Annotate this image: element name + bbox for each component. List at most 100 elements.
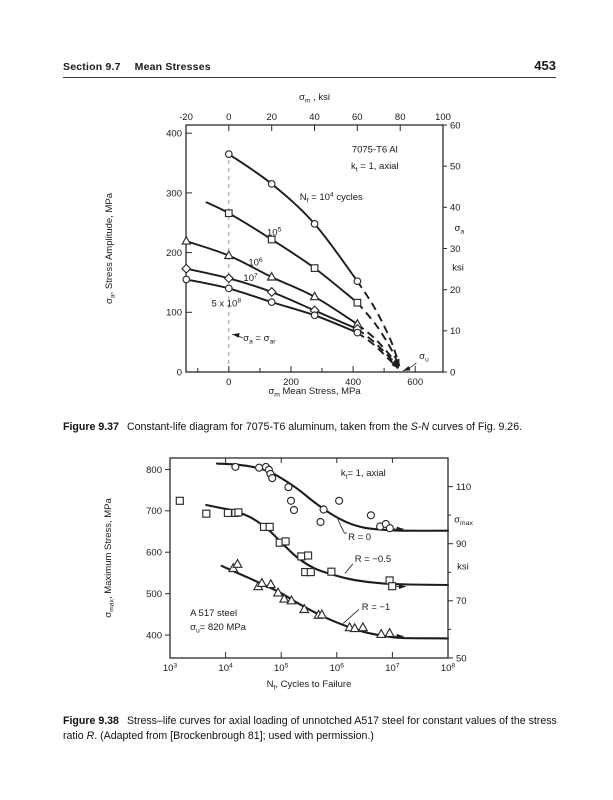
tick-label: 100 — [435, 112, 451, 123]
square-marker — [327, 567, 336, 576]
triangle-marker — [232, 558, 243, 568]
right-axis: 0 10 20 30 40 50 60 — [443, 120, 461, 378]
leader-line — [342, 609, 360, 624]
circle-marker — [182, 275, 191, 284]
scatter-R = -1 data — [227, 558, 395, 638]
tick-label: 50 — [450, 162, 461, 173]
annotation-label: A 517 steel — [190, 608, 237, 619]
tick-label: 700 — [146, 506, 162, 517]
plot-frame — [185, 124, 444, 373]
curve-Nf=1e4 cycles — [227, 153, 359, 283]
tick-label: 400 — [345, 377, 361, 388]
diamond-marker — [223, 273, 234, 284]
square-marker — [175, 496, 184, 505]
square-marker — [223, 508, 232, 517]
bottom-axis: 103 104 105 106 107 108 — [163, 652, 456, 674]
tick-label: 104 — [218, 662, 233, 674]
curve-R = -1 — [220, 564, 450, 640]
arrowhead — [232, 333, 240, 338]
annotation-label: σmax — [454, 514, 473, 527]
top-axis — [225, 458, 393, 463]
diamond-marker — [266, 286, 277, 298]
annotation-label: 5 x 108 — [211, 298, 241, 310]
left-axis: 400 500 600 700 800 — [146, 465, 170, 642]
curve-dashed-Nf=5e8 cycles — [356, 331, 399, 370]
tick-label: 60 — [352, 112, 363, 123]
tick-label: 0 — [450, 367, 455, 378]
square-marker — [224, 209, 233, 218]
annotation-label: 107 — [243, 273, 258, 285]
annotation-label: 7075-T6 Al — [352, 144, 398, 155]
bottom-axis: 0 200 400 600 — [197, 366, 423, 388]
triangle-marker — [299, 603, 310, 614]
circle-marker — [268, 474, 277, 483]
tick-label: 106 — [330, 662, 345, 674]
annotation-label: 106 — [248, 257, 263, 269]
circle-marker — [353, 328, 362, 337]
annotation-label: kt= 1, axial — [341, 468, 386, 481]
triangle-marker — [181, 235, 192, 245]
circle-marker — [255, 463, 264, 472]
arrowhead — [396, 526, 404, 532]
tick-label: -20 — [179, 112, 193, 123]
annotation-label: R = −1 — [362, 602, 391, 613]
circle-marker — [224, 150, 233, 158]
triangle-marker — [272, 586, 284, 597]
section-title: Mean Stresses — [134, 61, 211, 73]
figure-9-37-caption: Figure 9.37 Constant-life diagram for 707… — [63, 421, 523, 433]
plot-frame — [169, 457, 449, 659]
tick-label: 105 — [274, 662, 289, 674]
tick-label: 400 — [146, 631, 162, 642]
circle-marker — [310, 220, 319, 228]
diamond-marker — [181, 263, 192, 274]
tick-label: 200 — [283, 377, 299, 388]
triangle-marker — [278, 593, 290, 603]
circle-marker — [385, 524, 394, 533]
leader-line — [335, 515, 347, 534]
circle-marker — [316, 517, 325, 527]
annotation-label: R = 0 — [348, 532, 371, 543]
triangle-marker — [256, 577, 268, 587]
annotation-label: R = −0.5 — [355, 554, 391, 565]
tick-label: 200 — [166, 248, 182, 259]
y-axis-title: σmax, Maximum Stress, MPa — [103, 498, 116, 618]
tick-label: 40 — [450, 203, 461, 214]
scatter-R = 0 data — [231, 462, 394, 533]
square-marker — [297, 552, 306, 561]
circle-marker — [224, 284, 233, 293]
annotation-label: 105 — [267, 227, 282, 239]
circle-marker — [267, 180, 276, 188]
page-number: 453 — [534, 58, 556, 73]
square-marker — [267, 235, 276, 244]
triangle-marker — [349, 622, 360, 633]
square-marker — [202, 509, 211, 518]
tick-label: 400 — [166, 129, 182, 140]
square-marker — [265, 522, 274, 531]
tick-label: 100 — [166, 308, 182, 319]
tick-label: 50 — [456, 653, 467, 664]
tick-label: 108 — [441, 662, 456, 674]
y-axis-title: σa, Stress Amplitude, MPa — [104, 192, 117, 304]
circle-marker — [319, 505, 328, 514]
tick-label: 20 — [450, 285, 461, 296]
x-axis-title: Nf, Cycles to Failure — [267, 679, 352, 692]
square-marker — [388, 582, 397, 591]
annotation-label: σa — [454, 223, 464, 236]
tick-label: 40 — [309, 112, 320, 123]
arrowhead — [398, 584, 406, 589]
triangle-marker — [266, 271, 277, 281]
circle-marker — [284, 483, 293, 492]
curve-dashed-Nf=1e7 cycles — [356, 328, 400, 369]
tick-label: 600 — [146, 548, 162, 559]
figure-9-37-chart: -20 0 20 40 60 80 100 0 200 400 600 0 100 200 300 400 0 1… — [104, 92, 464, 399]
curve-R = 0 — [215, 462, 450, 532]
tick-label: 107 — [385, 662, 400, 674]
circle-marker — [366, 511, 375, 520]
tick-label: 60 — [450, 120, 461, 131]
circle-marker — [231, 462, 240, 471]
triangle-marker — [309, 291, 320, 301]
top-axis: -20 0 20 40 60 80 100 — [179, 112, 451, 131]
running-header: Section 9.7 Mean Stresses 453 — [63, 58, 556, 73]
square-marker — [281, 537, 290, 546]
